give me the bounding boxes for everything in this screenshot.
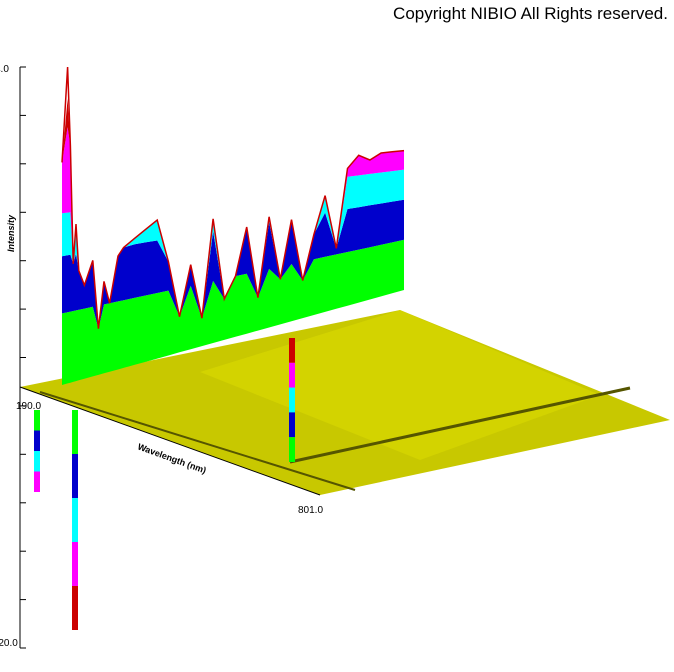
peak-spike-2-seg-4 (72, 542, 78, 586)
peak-spike-2-seg-3 (72, 498, 78, 542)
x-tick-start: 190.0 (16, 401, 41, 412)
intensity-ticks (20, 66, 26, 649)
peak-spike-3-seg-1 (289, 338, 295, 363)
peak-bars (34, 338, 295, 630)
peak-spike-1-seg-2 (34, 430, 40, 451)
peak-spike-1-seg-1 (34, 410, 40, 431)
spectrum-band-2 (62, 199, 404, 329)
spectrum-surface (61, 66, 405, 385)
spectrum-crest-line (61, 66, 405, 329)
wavelength-axis (19, 386, 321, 496)
spectrum-band-1 (62, 239, 404, 385)
spectrum-band-3 (62, 169, 404, 329)
peak-spike-2-seg-2 (72, 454, 78, 498)
floor (20, 310, 670, 495)
peak-spike-3-seg-2 (289, 362, 295, 388)
peak-spike-2-seg-1 (72, 410, 78, 454)
peak-spike-3-seg-3 (289, 387, 295, 413)
x-tick-end: 801.0 (298, 505, 323, 516)
y-axis-label: Intensity (6, 214, 16, 252)
peak-spike-3-seg-5 (289, 437, 295, 462)
floor-ridge-line (289, 386, 631, 464)
y-tick-max: 4.0 (0, 64, 9, 75)
floor-edge-line (39, 391, 356, 491)
peak-spike-1-seg-3 (34, 451, 40, 472)
peak-spike-3-seg-4 (289, 412, 295, 438)
peak-spike-1-seg-4 (34, 471, 40, 492)
y-tick-min: -20.0 (0, 638, 18, 649)
floor-highlight (200, 310, 600, 460)
peak-spike-2-seg-5 (72, 586, 78, 630)
copyright-notice: Copyright NIBIO All Rights reserved. (393, 4, 668, 23)
